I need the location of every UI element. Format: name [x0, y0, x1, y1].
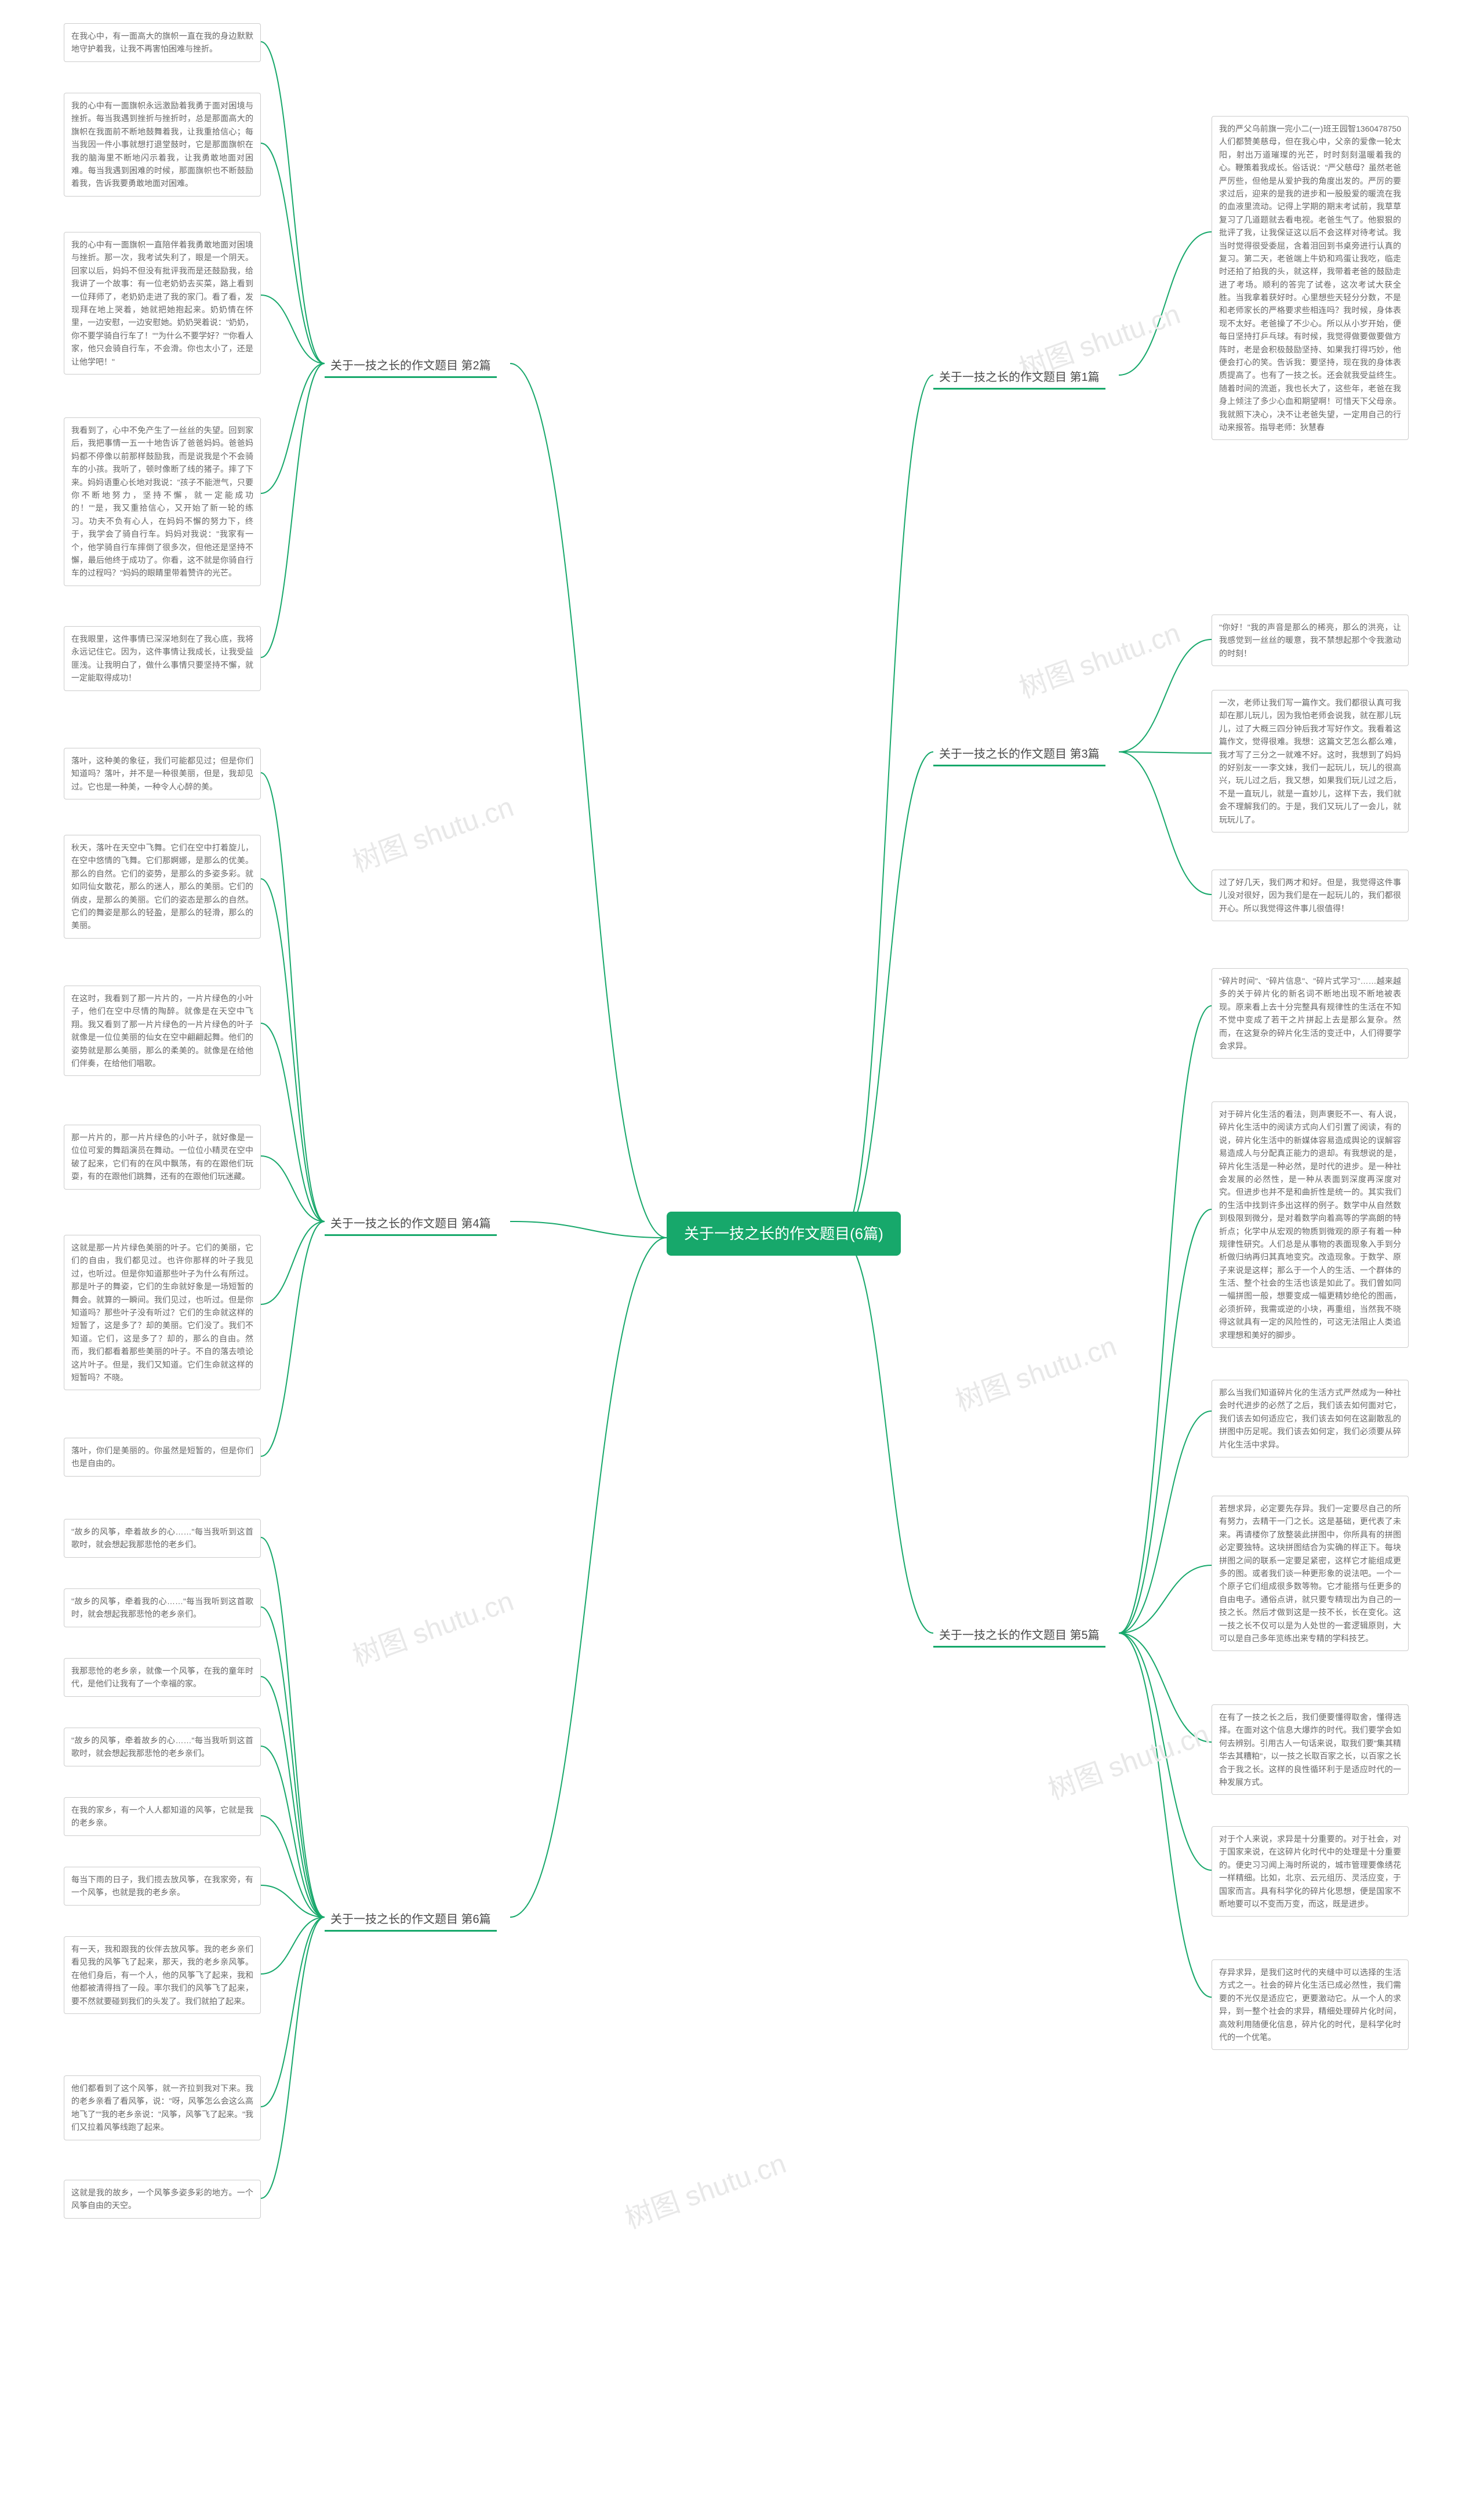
branch-label: 关于一技之长的作文题目 第5篇 [933, 1623, 1105, 1648]
leaf-node: 我的心中有一面旗帜一直陪伴着我勇敢地面对困境与挫折。那一次，我考试失利了，眼是一… [64, 232, 261, 375]
branch-label: 关于一技之长的作文题目 第1篇 [933, 365, 1105, 390]
leaf-node: 有一天，我和跟我的伙伴去放风筝。我的老乡亲们看见我的风筝飞了起来，那天，我的老乡… [64, 1936, 261, 2014]
leaf-node: 那一片片的，那一片片绿色的小叶子，就好像是一位位可爱的舞蹈演员在舞动。一位位小精… [64, 1125, 261, 1190]
mindmap-canvas: 树图 shutu.cn 树图 shutu.cn 树图 shutu.cn 树图 shut… [0, 0, 1484, 2505]
leaf-node: "碎片时间"、"碎片信息"、"碎片式学习"……越来越多的关于碎片化的新名词不断地… [1212, 968, 1409, 1059]
branch-label: 关于一技之长的作文题目 第4篇 [325, 1212, 497, 1236]
leaf-node: "你好！"我的声音是那么的稀亮，那么的洪亮，让我感觉到一丝丝的暖意，我不禁想起那… [1212, 615, 1409, 666]
leaf-node: 秋天，落叶在天空中飞舞。它们在空中打着旋儿，在空中悠情的飞舞。它们那婀娜，是那么… [64, 835, 261, 939]
leaf-node: 落叶，这种美的象征，我们可能都见过；但是你们知道吗？落叶，并不是一种很美丽，但是… [64, 748, 261, 799]
leaf-node: 一次，老师让我们写一篇作文。我们都很认真可我却在那儿玩儿，因为我怕老师会说我，就… [1212, 690, 1409, 832]
leaf-node: 每当下雨的日子，我们揽去放风筝，在我家旁，有一个风筝，也就是我的老乡亲。 [64, 1867, 261, 1906]
root-node-label: 关于一技之长的作文题目(6篇) [684, 1225, 883, 1242]
leaf-node: "故乡的风筝，牵着我的心……"每当我听到这首歌时，就会想起我那悲怆的老乡亲们。 [64, 1588, 261, 1627]
watermark-text: 树图 shutu.cn [346, 1578, 518, 1674]
watermark-text: 树图 shutu.cn [1042, 1711, 1214, 1807]
leaf-node: 他们都看到了这个风筝，就一齐拉到我对下来。我的老乡亲看了看风筝，说："呀，风筝怎… [64, 2075, 261, 2140]
branch-label: 关于一技之长的作文题目 第6篇 [325, 1907, 497, 1932]
leaf-node: 这就是我的故乡，一个风筝多姿多彩的地方。一个风筝自由的天空。 [64, 2180, 261, 2219]
leaf-node: "故乡的风筝，牵着故乡的心……"每当我听到这首歌时，就会想起我那悲怆的老乡们。 [64, 1519, 261, 1558]
leaf-node: 在我的家乡，有一个人人都知道的风筝，它就是我的老乡亲。 [64, 1797, 261, 1836]
branch-label: 关于一技之长的作文题目 第3篇 [933, 742, 1105, 766]
leaf-node: 若想求异，必定要先存异。我们一定要尽自己的所有努力，去精干一门之长。这是基础，更… [1212, 1496, 1409, 1651]
leaf-node: 存异求异，是我们这时代的夹缝中可以选择的生活方式之一。社会的碎片化生活已成必然性… [1212, 1959, 1409, 2050]
leaf-node: 在我心中，有一面高大的旗帜一直在我的身边默默地守护着我，让我不再害怕困难与挫折。 [64, 23, 261, 62]
watermark-text: 树图 shutu.cn [949, 1323, 1121, 1419]
leaf-node: 落叶，你们是美丽的。你虽然是短暂的，但是你们也是自由的。 [64, 1438, 261, 1477]
leaf-node: 对于个人来说，求异是十分重要的。对于社会，对于国家来说，在这碎片化时代中的处理是… [1212, 1826, 1409, 1917]
root-node: 关于一技之长的作文题目(6篇) [667, 1212, 901, 1256]
leaf-node: 那么当我们知道碎片化的生活方式严然成为一种社会时代进步的必然了之后，我们该去如何… [1212, 1380, 1409, 1457]
leaf-node: 我看到了，心中不免产生了一丝丝的失望。回到家后，我把事情一五一十地告诉了爸爸妈妈… [64, 417, 261, 586]
branch-label: 关于一技之长的作文题目 第2篇 [325, 354, 497, 378]
leaf-node: 过了好几天，我们两才和好。但是，我觉得这件事儿没对很好，因为我们是在一起玩儿的，… [1212, 870, 1409, 921]
watermark-text: 树图 shutu.cn [346, 784, 518, 879]
leaf-node: 在有了一技之长之后，我们便要懂得取舍，懂得选择。在面对这个信息大爆炸的时代。我们… [1212, 1704, 1409, 1795]
leaf-node: 对于碎片化生活的看法，则声褒贬不一、有人说，碎片化生活中的阅读方式向人们引置了阅… [1212, 1101, 1409, 1348]
leaf-node: 在我眼里，这件事情已深深地刻在了我心底，我将永远记住它。因为，这件事情让我成长，… [64, 626, 261, 691]
watermark-text: 树图 shutu.cn [1013, 610, 1185, 706]
leaf-node: 我那悲怆的老乡亲，就像一个风筝，在我的童年时代，是他们让我有了一个幸福的家。 [64, 1658, 261, 1697]
leaf-node: 我的严父乌前旗一完小二(一)班王园智1360478750人们都赞美慈母，但在我心… [1212, 116, 1409, 440]
leaf-node: 我的心中有一面旗帜永远激励着我勇于面对困境与挫折。每当我遇到挫折与挫折时，总是那… [64, 93, 261, 197]
watermark-text: 树图 shutu.cn [619, 2140, 791, 2236]
leaf-node: "故乡的风筝，牵着故乡的心……"每当我听到这首歌时，就会想起我那悲怆的老乡亲们。 [64, 1728, 261, 1766]
leaf-node: 在这时，我看到了那一片片的，一片片绿色的小叶子，他们在空中尽情的陶醉。就像是在天… [64, 986, 261, 1076]
leaf-node: 这就是那一片片绿色美丽的叶子。它们的美丽，它们的自由，我们都见过。也许你那样的叶… [64, 1235, 261, 1390]
